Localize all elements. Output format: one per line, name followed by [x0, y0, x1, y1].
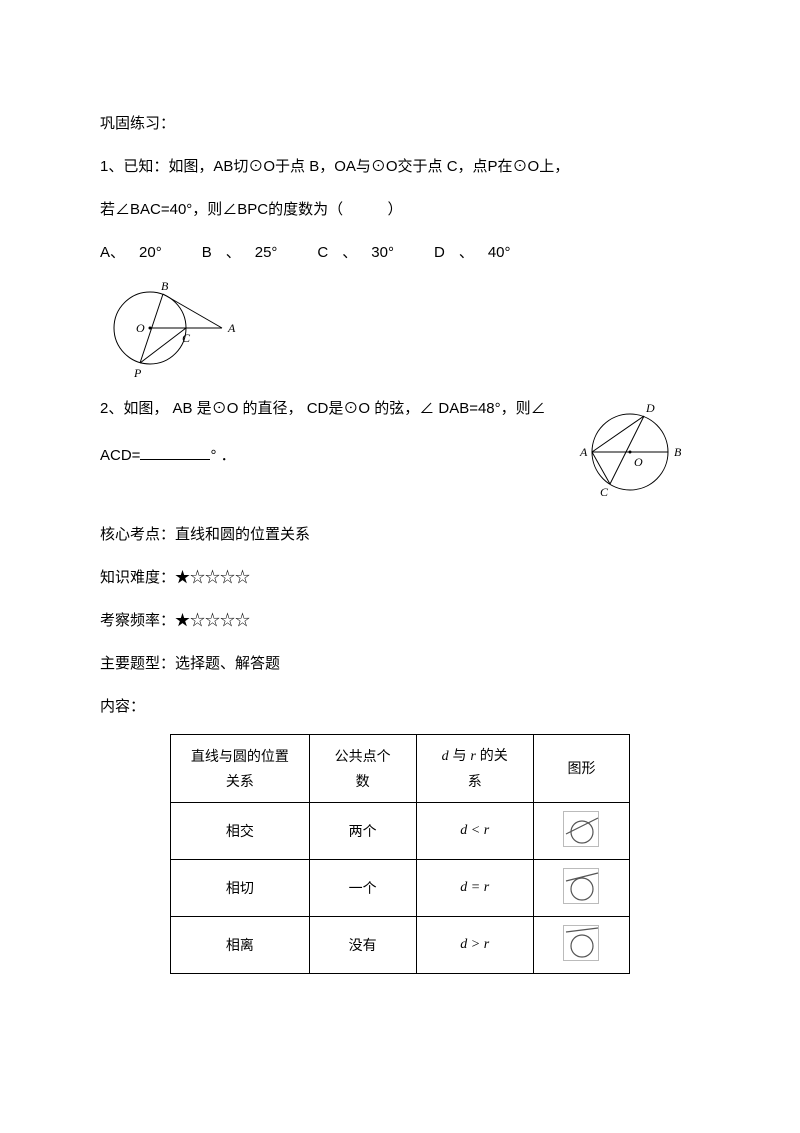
- relation-table: 直线与圆的位置 关系 公共点个 数 d 与 r 的关 系 图形 相交两个d < …: [170, 734, 630, 974]
- q1-option-c: C 、 30°: [317, 233, 394, 272]
- q1-stem-line2: 若∠BAC=40°，则∠BPC的度数为（ ）: [100, 190, 700, 229]
- cell-count: 没有: [309, 917, 416, 974]
- svg-text:C: C: [600, 485, 609, 499]
- svg-text:P: P: [133, 366, 142, 378]
- section-title: 巩固练习：: [100, 104, 700, 143]
- svg-text:D: D: [645, 402, 655, 415]
- th-rel-l1: 直线与圆的位置: [191, 748, 289, 764]
- table-row: 相离没有d > r: [171, 917, 630, 974]
- q1-option-a: A、 20°: [100, 233, 162, 272]
- opt-b-sep: 、: [226, 233, 241, 272]
- svg-text:A: A: [579, 445, 588, 459]
- svg-text:O: O: [634, 455, 643, 469]
- q1-option-b: B 、 25°: [202, 233, 278, 272]
- difficulty-label: 知识难度：: [100, 569, 175, 586]
- qtype-value: 选择题、解答题: [175, 655, 280, 672]
- opt-d-sep: 、: [459, 233, 474, 272]
- tangent-icon: [563, 868, 599, 904]
- q1-options: A、 20° B 、 25° C 、 30° D 、 40°: [100, 233, 700, 272]
- difficulty-value: ★☆☆☆☆: [175, 569, 250, 586]
- th-dr-l2: 系: [468, 773, 482, 789]
- th-dr-d: d: [442, 749, 449, 764]
- th-count-l2: 数: [356, 773, 370, 789]
- cell-dr: d = r: [416, 860, 533, 917]
- cell-count: 一个: [309, 860, 416, 917]
- cell-dr: d < r: [416, 803, 533, 860]
- cell-relation: 相离: [171, 917, 310, 974]
- cell-icon: [533, 803, 629, 860]
- q2-blank: [140, 448, 210, 460]
- cell-count: 两个: [309, 803, 416, 860]
- opt-c-text: 30°: [371, 233, 394, 272]
- q2-stem2-pre: ACD=: [100, 447, 140, 464]
- cell-dr: d > r: [416, 917, 533, 974]
- q1-stem2-pre: 若∠BAC=40°，则∠BPC的度数为（: [100, 201, 343, 218]
- th-count-l1: 公共点个: [335, 748, 391, 764]
- frequency-label: 考察频率：: [100, 612, 175, 629]
- opt-a-text: 20°: [139, 233, 162, 272]
- svg-text:B: B: [674, 445, 682, 459]
- th-dr: d 与 r 的关 系: [416, 735, 533, 803]
- cell-relation: 相交: [171, 803, 310, 860]
- question-type: 主要题型：选择题、解答题: [100, 644, 700, 683]
- q1-stem2-post: ）: [387, 201, 402, 218]
- opt-a-letter: A、: [100, 233, 125, 272]
- q1-figure: B O C A P: [100, 278, 700, 383]
- intersect-icon: [563, 811, 599, 847]
- content-label: 内容：: [100, 687, 700, 726]
- th-count: 公共点个 数: [309, 735, 416, 803]
- opt-c-letter: C: [317, 233, 328, 272]
- q2-stem-line2: ACD= ° ．: [100, 436, 570, 475]
- svg-text:C: C: [182, 331, 191, 345]
- opt-d-letter: D: [434, 233, 445, 272]
- th-dr-mid: 与: [449, 747, 471, 763]
- core-value: 直线和圆的位置关系: [175, 526, 310, 543]
- q1-option-d: D 、 40°: [434, 233, 511, 272]
- q2-diagram: D A O B C: [570, 402, 700, 506]
- core-label: 核心考点：: [100, 526, 175, 543]
- opt-b-text: 25°: [255, 233, 278, 272]
- table-row: 相交两个d < r: [171, 803, 630, 860]
- cell-icon: [533, 860, 629, 917]
- th-rel-l2: 关系: [226, 773, 254, 789]
- opt-d-text: 40°: [488, 233, 511, 272]
- svg-text:A: A: [227, 321, 236, 335]
- opt-b-letter: B: [202, 233, 212, 272]
- qtype-label: 主要题型：: [100, 655, 175, 672]
- separate-icon: [563, 925, 599, 961]
- q1-diagram: B O C A P: [100, 278, 260, 378]
- q2-stem2-post: ° ．: [210, 447, 235, 464]
- q1-stem-line1: 1、已知：如图，AB切⊙O于点 B，OA与⊙O交于点 C，点P在⊙O上，: [100, 147, 700, 186]
- opt-c-sep: 、: [342, 233, 357, 272]
- th-relation: 直线与圆的位置 关系: [171, 735, 310, 803]
- th-figure: 图形: [533, 735, 629, 803]
- frequency: 考察频率：★☆☆☆☆: [100, 601, 700, 640]
- svg-text:B: B: [161, 279, 169, 293]
- svg-text:O: O: [136, 321, 145, 335]
- table-row: 相切一个d = r: [171, 860, 630, 917]
- difficulty: 知识难度：★☆☆☆☆: [100, 558, 700, 597]
- cell-icon: [533, 917, 629, 974]
- q2-figure: D A O B C: [570, 402, 700, 511]
- frequency-value: ★☆☆☆☆: [175, 612, 250, 629]
- th-dr-post: 的关: [476, 747, 508, 763]
- cell-relation: 相切: [171, 860, 310, 917]
- core-point: 核心考点：直线和圆的位置关系: [100, 515, 700, 554]
